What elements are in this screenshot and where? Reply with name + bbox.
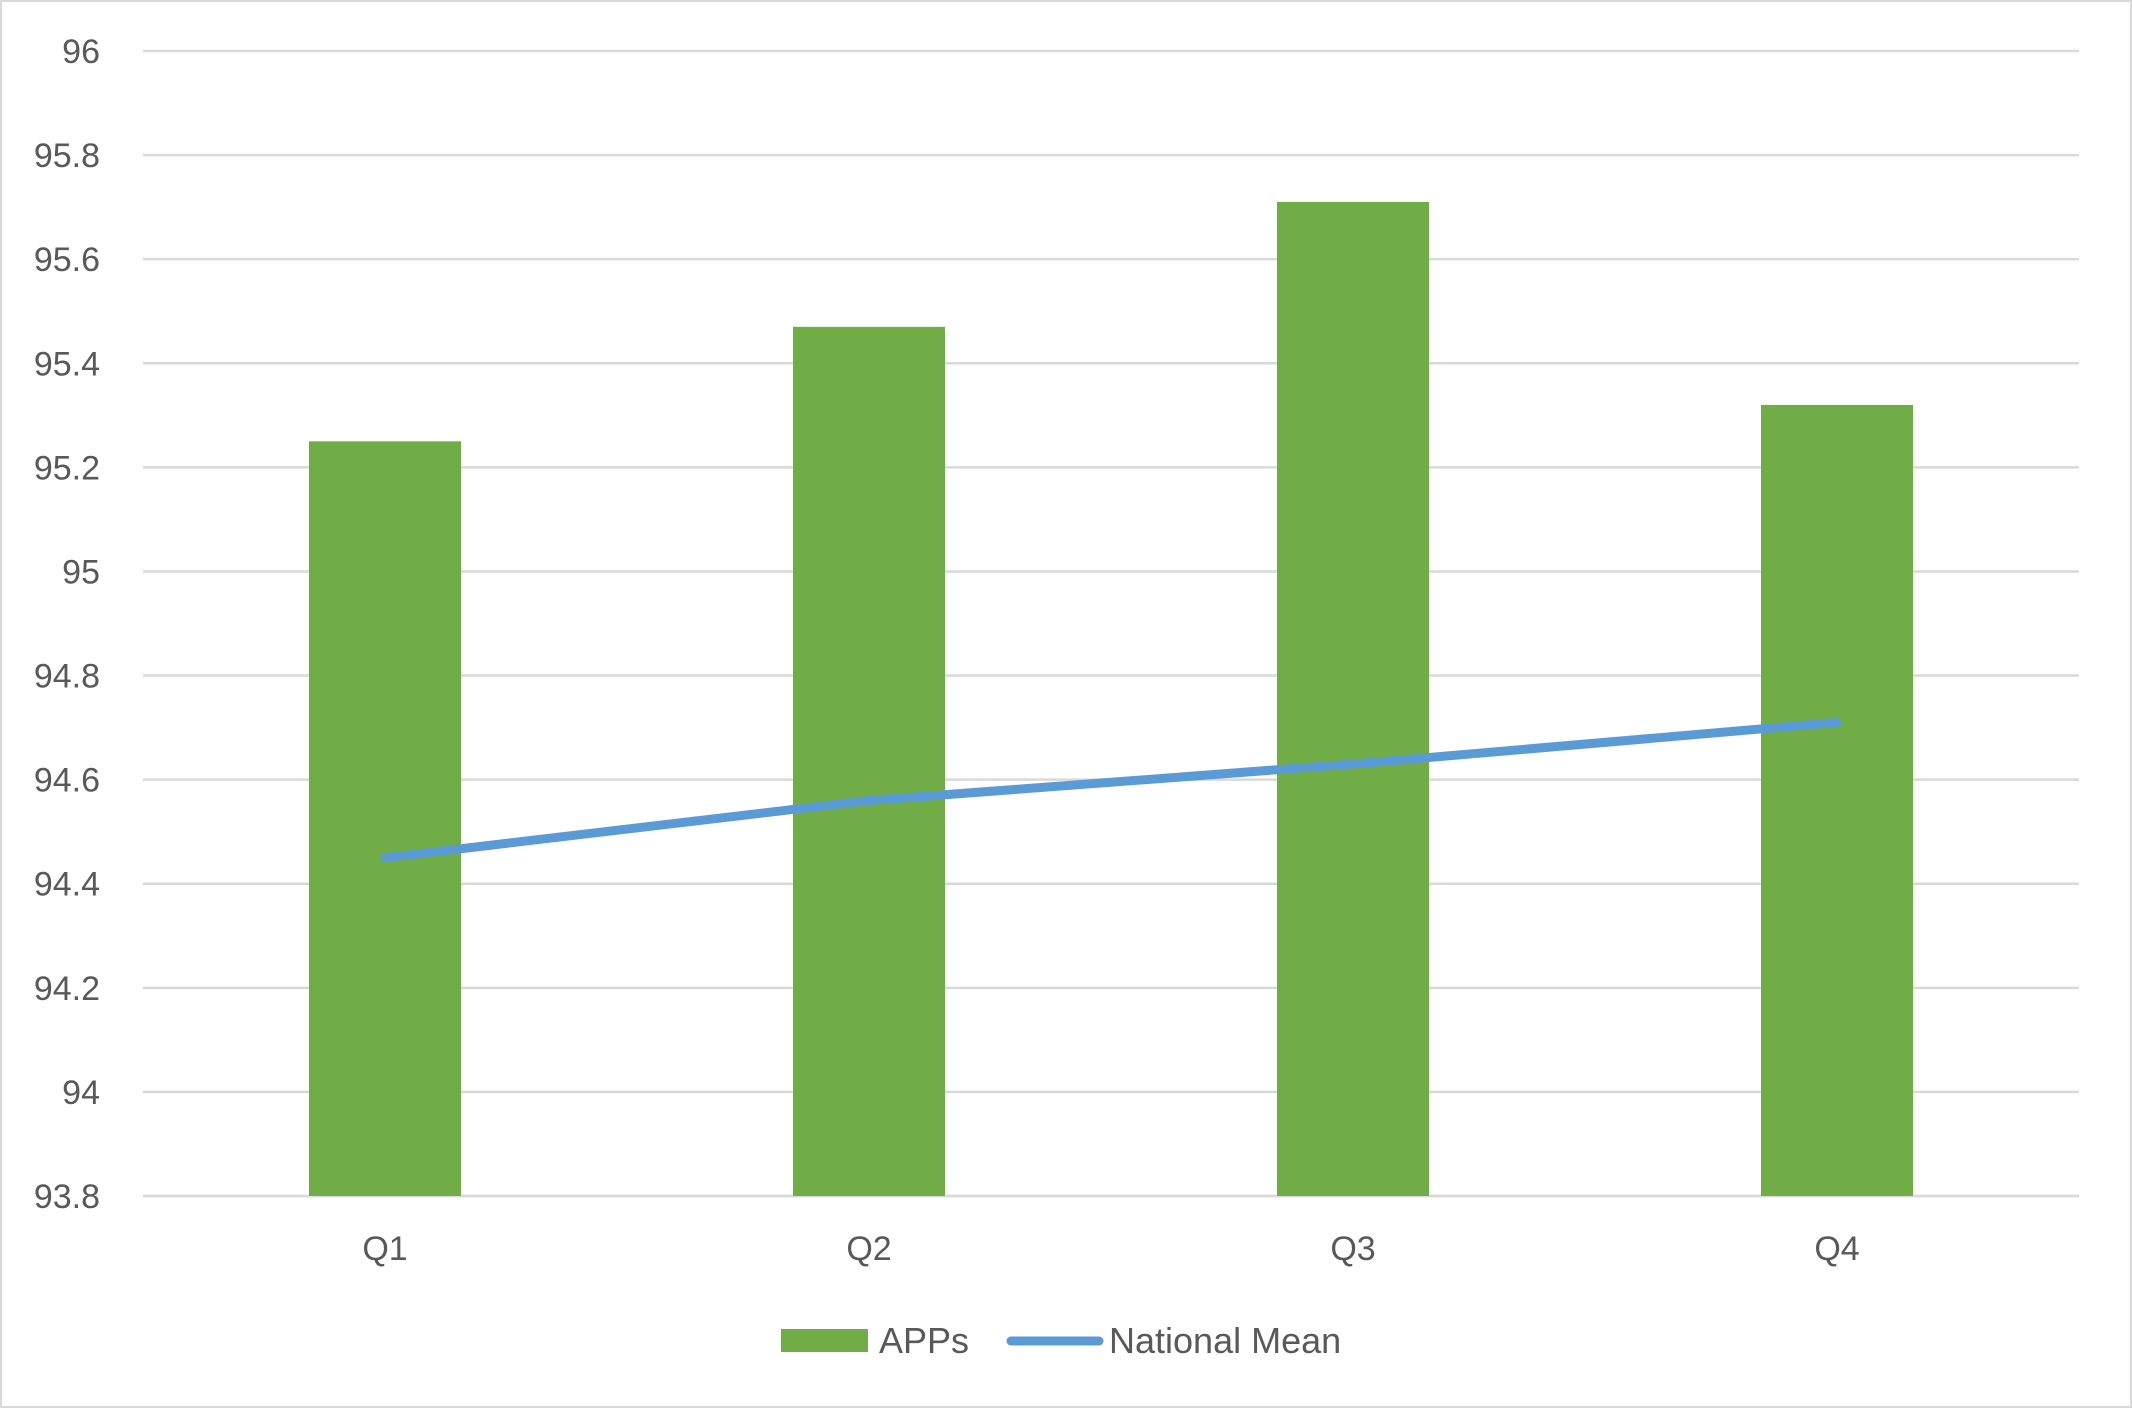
y-tick-label: 93.8 (34, 1178, 100, 1216)
legend-swatch-apps (781, 1329, 868, 1352)
x-axis-tick-labels: Q1 Q2 Q3 Q4 (362, 1230, 1859, 1268)
x-tick-label: Q1 (362, 1230, 407, 1268)
y-tick-label: 95.8 (34, 137, 100, 175)
gridlines (143, 49, 2079, 1198)
line-series-national-mean (380, 717, 1842, 863)
bar-q4 (1761, 404, 1913, 1197)
y-tick-label: 94.6 (34, 762, 100, 800)
bar-q3 (1277, 201, 1429, 1196)
y-tick-label: 94 (62, 1074, 100, 1112)
y-tick-label: 94.8 (34, 658, 100, 696)
bar-series-apps (309, 201, 1913, 1197)
y-tick-label: 94.4 (34, 866, 100, 904)
x-tick-label: Q2 (846, 1230, 891, 1268)
y-tick-label: 96 (62, 33, 100, 71)
legend-label-national-mean: National Mean (1109, 1320, 1341, 1361)
x-tick-label: Q4 (1814, 1230, 1859, 1268)
y-tick-label: 95 (62, 553, 100, 591)
national-mean-line (380, 717, 1842, 863)
y-tick-label: 94.2 (34, 970, 100, 1008)
legend: APPs National Mean (781, 1320, 1341, 1361)
y-tick-label: 95.6 (34, 241, 100, 279)
bar-q1 (309, 441, 461, 1196)
x-tick-label: Q3 (1330, 1230, 1375, 1268)
legend-label-apps: APPs (879, 1320, 969, 1361)
y-tick-label: 95.4 (34, 345, 100, 383)
y-axis-tick-labels: 93.8 94 94.2 94.4 94.6 94.8 95 95.2 95.4 95.6 95.8… (34, 33, 100, 1216)
y-tick-label: 95.2 (34, 449, 100, 487)
bar-q2 (793, 326, 945, 1196)
